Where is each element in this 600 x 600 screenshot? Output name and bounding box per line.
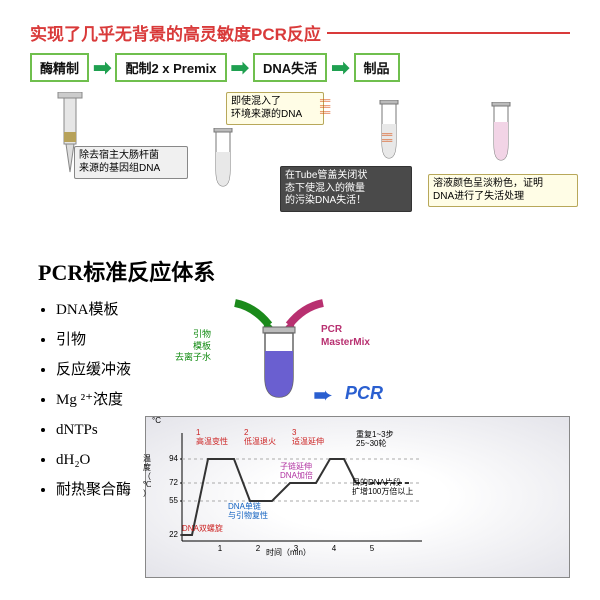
- flow-step-4: 制品: [354, 53, 400, 82]
- flow-step-2: 配制2 x Premix: [115, 53, 226, 82]
- svg-text:22: 22: [169, 530, 178, 539]
- callout-inactivate: 在Tube管盖关闭状 态下使混入的微量 的污染DNA失活！: [280, 166, 412, 212]
- anno-repeat: 重复1~3步 25~30轮: [356, 431, 394, 449]
- svg-text:5: 5: [370, 544, 375, 553]
- list-item: 反应缓冲液: [56, 355, 131, 385]
- pcr-label: PCR: [345, 383, 383, 404]
- phase-3: 3适温延伸: [292, 429, 324, 447]
- list-item: 引物: [56, 325, 131, 355]
- process-diagram: 除去宿主大肠杆菌 来源的基因组DNA 即使混入了 环境来源的DNA ══════…: [30, 88, 570, 243]
- list-item: DNA模板: [56, 295, 131, 325]
- mastermix-label: PCR MasterMix: [321, 323, 370, 349]
- svg-text:72: 72: [169, 478, 178, 487]
- temperature-cycle-chart: 22 55 72 94 1 2 3 4 5: [145, 416, 570, 578]
- unit-label: °C: [152, 417, 161, 426]
- anno-anneal: DNA单链 与引物复性: [228, 503, 268, 521]
- list-item: Mg ²⁺浓度: [56, 385, 131, 415]
- pcr-arrow-icon: ➨: [313, 381, 333, 410]
- callout-premix: 即使混入了 环境来源的DNA: [226, 92, 324, 125]
- mix-inputs-label: 引物 模板 去离子水: [175, 329, 211, 364]
- x-axis-label: 时间（min）: [266, 549, 311, 558]
- callout-column: 除去宿主大肠杆菌 来源的基因组DNA: [74, 146, 188, 179]
- section-title: PCR标准反应体系: [38, 255, 570, 287]
- mastermix-diagram: 引物 模板 去离子水 PCR MasterMix ➨ PCR: [145, 295, 570, 410]
- title-underline: [327, 32, 570, 34]
- svg-text:94: 94: [169, 454, 178, 463]
- arrow-icon: ➡: [331, 57, 349, 79]
- main-title: 实现了几乎无背景的高灵敏度PCR反应: [30, 20, 321, 45]
- callout-product: 溶液颜色呈淡粉色，证明 DNA进行了失活处理: [428, 174, 578, 207]
- flow-steps: 酶精制 ➡ 配制2 x Premix ➡ DNA失活 ➡ 制品: [30, 53, 570, 82]
- phase-2: 2低温退火: [244, 429, 276, 447]
- component-list: DNA模板 引物 反应缓冲液 Mg ²⁺浓度 dNTPs dH₂O 耐热聚合酶: [30, 295, 131, 578]
- tube-product-icon: [490, 102, 512, 164]
- svg-text:1: 1: [218, 544, 223, 553]
- phase-1: 1高温变性: [196, 429, 228, 447]
- arrow-icon: ➡: [231, 57, 249, 79]
- svg-text:55: 55: [169, 496, 178, 505]
- dna-lines-icon: ══════: [320, 98, 329, 116]
- arrow-icon: ➡: [93, 57, 111, 79]
- tube-premix-icon: [212, 128, 234, 190]
- anno-denature: DNA双螺旋: [182, 525, 223, 534]
- flow-step-1: 酶精制: [30, 53, 89, 82]
- y-axis-label: 温 度 （ ℃ ）: [142, 455, 152, 499]
- dna-lines-icon: ════: [382, 132, 391, 144]
- svg-text:2: 2: [256, 544, 261, 553]
- list-item: dNTPs: [56, 415, 131, 445]
- list-item: dH₂O: [56, 445, 131, 475]
- anno-amplify: 目的DNA片段 扩增100万倍以上: [352, 479, 413, 497]
- flow-step-3: DNA失活: [253, 53, 327, 82]
- anno-extend: 子链延伸 DNA加倍: [280, 463, 313, 481]
- svg-text:4: 4: [332, 544, 337, 553]
- list-item: 耐热聚合酶: [56, 475, 131, 505]
